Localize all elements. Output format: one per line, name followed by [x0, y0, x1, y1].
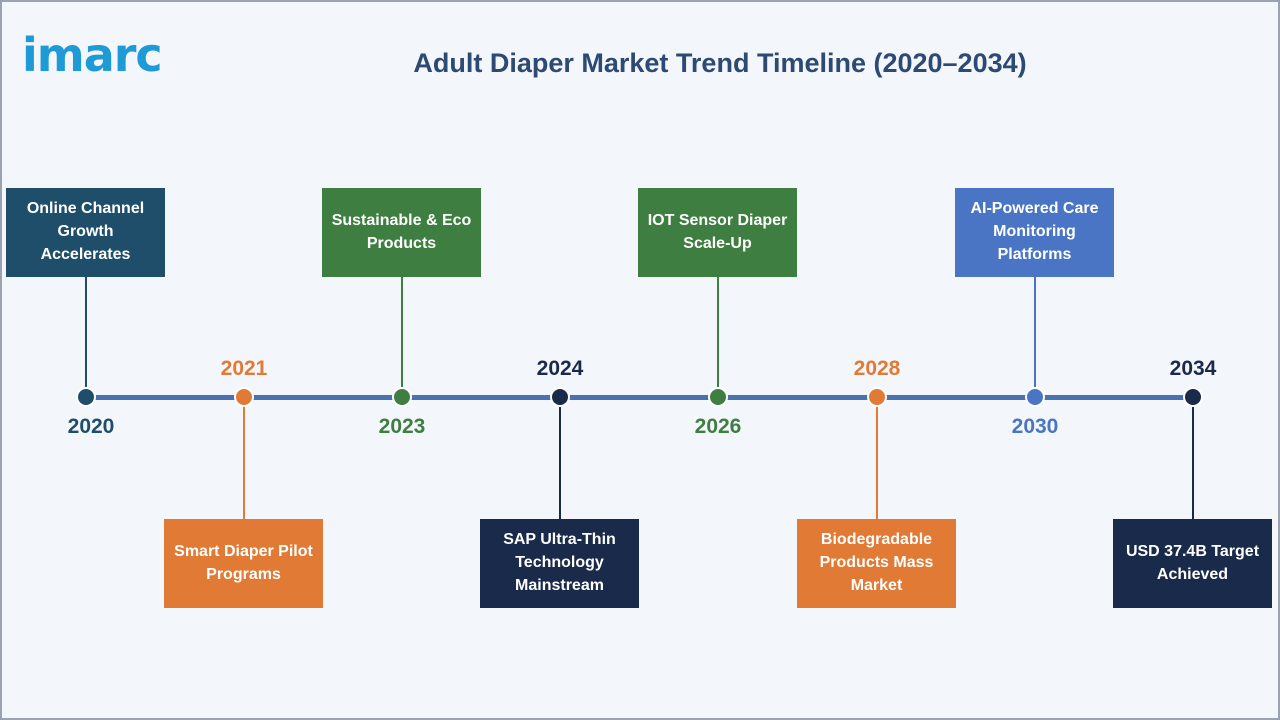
milestone-box-2024: SAP Ultra-Thin Technology Mainstream — [480, 519, 639, 608]
timeline-node-2020 — [76, 387, 96, 407]
connector-2030 — [1034, 277, 1036, 387]
connector-2026 — [717, 277, 719, 387]
milestone-box-2028: Biodegradable Products Mass Market — [797, 519, 956, 608]
connector-2020 — [85, 277, 87, 387]
timeline-node-2021 — [234, 387, 254, 407]
milestone-box-2023: Sustainable & Eco Products — [322, 188, 481, 277]
imarc-logo: imarc — [22, 28, 163, 82]
milestone-box-2034: USD 37.4B Target Achieved — [1113, 519, 1272, 608]
connector-2021 — [243, 407, 245, 519]
connector-2034 — [1192, 407, 1194, 519]
connector-2024 — [559, 407, 561, 519]
year-label-2024: 2024 — [536, 357, 584, 380]
year-label-2026: 2026 — [694, 415, 742, 438]
timeline-axis — [86, 395, 1194, 400]
year-label-2023: 2023 — [378, 415, 426, 438]
diagram-title: Adult Diaper Market Trend Timeline (2020… — [413, 48, 1027, 78]
year-label-2034: 2034 — [1169, 357, 1217, 380]
year-label-2028: 2028 — [853, 357, 901, 380]
timeline-node-2023 — [392, 387, 412, 407]
milestone-box-2030: AI-Powered Care Monitoring Platforms — [955, 188, 1114, 277]
year-label-2020: 2020 — [67, 415, 115, 438]
timeline-node-2034 — [1183, 387, 1203, 407]
connector-2023 — [401, 277, 403, 387]
milestone-box-2020: Online Channel Growth Accelerates — [6, 188, 165, 277]
milestone-box-2026: IOT Sensor Diaper Scale-Up — [638, 188, 797, 277]
milestone-box-2021: Smart Diaper Pilot Programs — [164, 519, 323, 608]
timeline-node-2024 — [550, 387, 570, 407]
year-label-2021: 2021 — [220, 357, 268, 380]
year-label-2030: 2030 — [1011, 415, 1059, 438]
timeline-node-2030 — [1025, 387, 1045, 407]
timeline-node-2026 — [708, 387, 728, 407]
connector-2028 — [876, 407, 878, 519]
timeline-node-2028 — [867, 387, 887, 407]
